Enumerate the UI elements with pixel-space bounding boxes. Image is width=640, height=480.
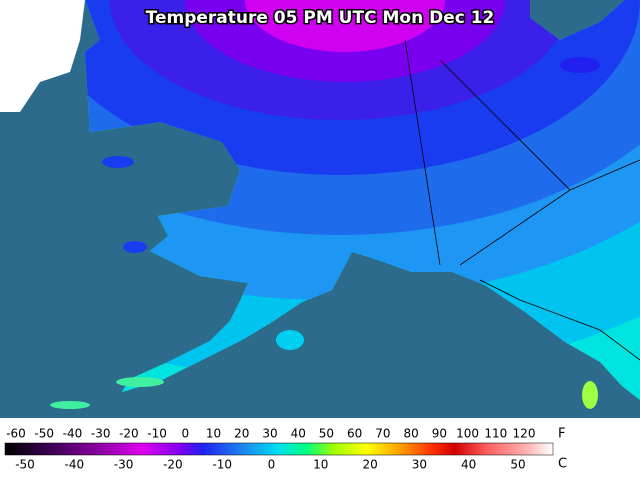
legend-tick-fahrenheit: 110 — [484, 427, 507, 441]
legend-tick-celsius: -40 — [64, 458, 84, 472]
unit-c: C — [558, 457, 567, 472]
legend-tick-fahrenheit: 80 — [403, 427, 418, 441]
legend-tick-fahrenheit: -30 — [91, 427, 111, 441]
legend-tick-fahrenheit: 10 — [206, 427, 221, 441]
legend-tick-celsius: -30 — [114, 458, 134, 472]
legend-tick-celsius: -50 — [15, 458, 35, 472]
map: Temperature 05 PM UTC Mon Dec 12 — [0, 0, 640, 418]
legend-tick-fahrenheit: 120 — [513, 427, 536, 441]
legend-tick-fahrenheit: -60 — [6, 427, 26, 441]
legend-tick-fahrenheit: 30 — [262, 427, 277, 441]
legend-tick-fahrenheit: 90 — [432, 427, 447, 441]
islands — [50, 57, 600, 409]
legend-tick-celsius: -10 — [212, 458, 232, 472]
color-legend: F C -60 -50 -40 -30 -20 -10 0 10 20 30 40 50 60 70 80 9… — [4, 427, 567, 472]
legend-tick-fahrenheit: 60 — [347, 427, 362, 441]
map-title: Temperature 05 PM UTC Mon Dec 12 — [146, 8, 495, 28]
unit-f: F — [558, 427, 565, 442]
legend-tick-celsius: 40 — [461, 458, 476, 472]
legend-tick-fahrenheit: 50 — [319, 427, 334, 441]
legend-tick-celsius: 50 — [510, 458, 525, 472]
legend-tick-celsius: 20 — [362, 458, 377, 472]
legend-tick-fahrenheit: -20 — [119, 427, 139, 441]
legend-tick-celsius: -20 — [163, 458, 183, 472]
legend-tick-celsius: 10 — [313, 458, 328, 472]
legend-tick-fahrenheit: 0 — [182, 427, 190, 441]
legend-tick-fahrenheit: 70 — [375, 427, 390, 441]
legend-tick-fahrenheit: -40 — [63, 427, 83, 441]
legend-tick-fahrenheit: 40 — [291, 427, 306, 441]
russia-land — [0, 0, 85, 112]
legend-tick-fahrenheit: -50 — [34, 427, 54, 441]
legend-tick-fahrenheit: 100 — [456, 427, 479, 441]
legend-tick-celsius: 0 — [268, 458, 276, 472]
borders — [404, 39, 640, 361]
legend-tick-fahrenheit: 20 — [234, 427, 249, 441]
color-bar — [4, 442, 554, 456]
legend-tick-fahrenheit: -10 — [147, 427, 167, 441]
legend-tick-celsius: 30 — [412, 458, 427, 472]
